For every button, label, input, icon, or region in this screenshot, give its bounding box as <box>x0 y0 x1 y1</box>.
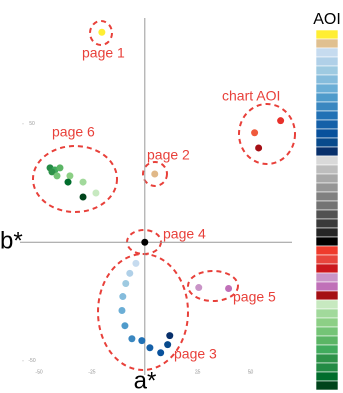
point <box>53 172 61 180</box>
legend-swatch <box>315 380 339 391</box>
aoi-ellipse <box>89 20 113 46</box>
point <box>151 170 159 178</box>
point <box>79 178 87 186</box>
legend-swatch <box>315 371 339 382</box>
aoi-ellipse <box>238 103 296 165</box>
point <box>166 332 174 340</box>
legend-swatch <box>315 101 339 112</box>
point <box>128 335 136 343</box>
point <box>164 341 172 349</box>
aoi-ellipse <box>142 161 168 187</box>
point <box>79 193 87 201</box>
legend-swatch <box>315 263 339 274</box>
legend-swatch <box>315 344 339 355</box>
legend-swatch <box>315 290 339 301</box>
aoi-label: chart AOI <box>222 88 280 104</box>
point <box>66 172 74 180</box>
legend-swatch <box>315 281 339 292</box>
legend-swatch <box>315 47 339 58</box>
legend-swatch <box>315 128 339 139</box>
aoi-label: page 5 <box>233 289 276 305</box>
legend-swatch <box>315 218 339 229</box>
legend-swatch <box>315 74 339 85</box>
y-tick-label: -50 <box>28 358 35 364</box>
legend-swatch <box>315 92 339 103</box>
point <box>98 28 106 36</box>
legend-swatch <box>315 155 339 166</box>
legend-swatch <box>315 254 339 265</box>
aoi-ellipse <box>97 253 189 371</box>
aoi-label: page 4 <box>163 226 206 242</box>
point <box>255 144 263 152</box>
legend-swatch <box>315 308 339 319</box>
point <box>225 284 233 292</box>
point <box>56 164 64 172</box>
aoi-label: page 1 <box>82 45 125 61</box>
legend-swatch <box>315 236 339 247</box>
legend-swatch <box>315 182 339 193</box>
point <box>126 269 134 277</box>
legend-swatch <box>315 200 339 211</box>
legend-swatch <box>315 38 339 49</box>
legend-swatch <box>315 326 339 337</box>
legend-swatch <box>315 83 339 94</box>
x-tick-label: 50 <box>248 369 254 375</box>
legend-swatch <box>315 146 339 157</box>
legend-swatch <box>315 362 339 373</box>
legend-swatch <box>315 227 339 238</box>
legend-swatch <box>315 56 339 67</box>
point <box>141 238 149 246</box>
point <box>64 178 72 186</box>
aoi-label: page 2 <box>147 147 190 163</box>
point <box>195 284 203 292</box>
point <box>122 280 130 288</box>
point <box>277 117 285 125</box>
point <box>251 129 259 137</box>
point <box>92 189 100 197</box>
legend-swatch <box>315 164 339 175</box>
aoi-label: page 6 <box>52 124 95 140</box>
legend-swatch <box>315 137 339 148</box>
legend-swatch <box>315 335 339 346</box>
point <box>118 307 126 315</box>
legend-swatch <box>315 173 339 184</box>
aoi-label: page 3 <box>174 346 217 362</box>
legend-swatch <box>315 317 339 328</box>
x-tick-label: 25 <box>195 369 201 375</box>
aoi-ellipse <box>32 145 118 213</box>
legend-swatch <box>315 119 339 130</box>
y-tick-label: 50 <box>29 121 35 127</box>
legend-title: AOI <box>313 11 341 28</box>
legend-swatch <box>315 299 339 310</box>
point <box>121 322 129 330</box>
legend-swatch <box>315 65 339 76</box>
point <box>132 259 140 267</box>
point <box>157 349 165 357</box>
point <box>138 337 146 345</box>
legend-swatch <box>315 110 339 121</box>
x-tick-label: -50 <box>35 369 42 375</box>
legend-swatch <box>315 245 339 256</box>
x-tick-label: -25 <box>88 369 95 375</box>
point <box>119 293 127 301</box>
legend-swatch <box>315 209 339 220</box>
aoi-ellipses <box>32 20 296 371</box>
point <box>48 168 56 176</box>
legend-swatch <box>315 353 339 364</box>
y-axis-label: b* <box>0 227 23 254</box>
x-axis-label: a* <box>134 367 157 393</box>
legend-swatch <box>315 29 339 40</box>
aoi-ellipse <box>187 270 239 302</box>
legend-swatch <box>315 191 339 202</box>
legend-swatch <box>315 272 339 283</box>
point <box>146 344 154 352</box>
